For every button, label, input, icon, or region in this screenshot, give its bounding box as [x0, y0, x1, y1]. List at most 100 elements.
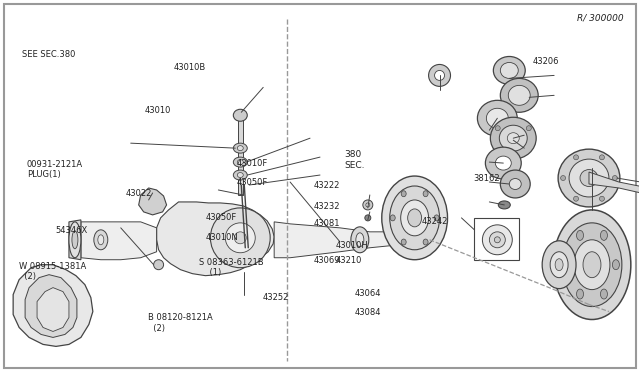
Ellipse shape — [553, 210, 631, 320]
Ellipse shape — [234, 143, 247, 153]
Ellipse shape — [429, 64, 451, 86]
Ellipse shape — [225, 223, 255, 253]
Ellipse shape — [423, 239, 428, 245]
Ellipse shape — [237, 160, 243, 164]
Text: B 08120-8121A
  (2): B 08120-8121A (2) — [148, 314, 212, 333]
Text: 43069: 43069 — [314, 256, 340, 264]
Ellipse shape — [363, 200, 373, 210]
Ellipse shape — [542, 241, 576, 289]
Polygon shape — [157, 202, 274, 276]
Ellipse shape — [237, 146, 243, 151]
Ellipse shape — [490, 232, 506, 248]
Ellipse shape — [555, 259, 563, 271]
Polygon shape — [81, 222, 157, 260]
Ellipse shape — [493, 57, 525, 84]
Text: 43222: 43222 — [314, 182, 340, 190]
Text: 43252: 43252 — [262, 293, 289, 302]
Ellipse shape — [564, 260, 572, 270]
Ellipse shape — [500, 62, 518, 78]
Ellipse shape — [583, 252, 601, 278]
Ellipse shape — [580, 170, 598, 186]
Ellipse shape — [434, 215, 439, 221]
Ellipse shape — [382, 176, 447, 260]
Text: 00931-2121A
PLUG(1): 00931-2121A PLUG(1) — [27, 160, 83, 179]
Ellipse shape — [499, 125, 527, 151]
Ellipse shape — [558, 149, 620, 207]
Ellipse shape — [612, 260, 620, 270]
Ellipse shape — [423, 191, 428, 197]
Ellipse shape — [569, 159, 609, 197]
Ellipse shape — [526, 126, 531, 131]
Ellipse shape — [483, 225, 512, 255]
Ellipse shape — [365, 215, 371, 221]
Text: 43050F: 43050F — [237, 178, 268, 187]
Text: SEE SEC.380: SEE SEC.380 — [22, 50, 76, 59]
Ellipse shape — [435, 70, 445, 80]
Text: 43081: 43081 — [314, 219, 340, 228]
Text: 380
SEC.: 380 SEC. — [344, 150, 365, 170]
Ellipse shape — [356, 233, 364, 247]
Ellipse shape — [154, 260, 164, 270]
Ellipse shape — [550, 252, 568, 278]
Polygon shape — [69, 220, 81, 260]
Polygon shape — [139, 188, 166, 215]
Text: 43022: 43022 — [125, 189, 152, 198]
Ellipse shape — [390, 215, 396, 221]
Ellipse shape — [495, 126, 500, 131]
Ellipse shape — [573, 155, 579, 160]
Text: S 08363-6121B
    (1): S 08363-6121B (1) — [199, 258, 264, 277]
Ellipse shape — [600, 196, 604, 201]
Ellipse shape — [577, 289, 584, 299]
Ellipse shape — [509, 179, 521, 189]
Text: 43010N: 43010N — [205, 233, 238, 243]
Ellipse shape — [577, 230, 584, 240]
Ellipse shape — [486, 108, 508, 128]
Ellipse shape — [401, 191, 406, 197]
Ellipse shape — [98, 235, 104, 245]
Ellipse shape — [495, 156, 511, 170]
Ellipse shape — [401, 239, 406, 245]
Ellipse shape — [401, 200, 429, 236]
Ellipse shape — [94, 230, 108, 250]
Ellipse shape — [234, 170, 247, 180]
Polygon shape — [37, 288, 69, 331]
Polygon shape — [13, 265, 93, 346]
Ellipse shape — [237, 173, 243, 177]
Text: 43064: 43064 — [355, 289, 381, 298]
Ellipse shape — [69, 222, 81, 258]
Polygon shape — [25, 275, 77, 337]
Ellipse shape — [508, 133, 519, 144]
Text: 43242: 43242 — [422, 217, 449, 226]
Ellipse shape — [499, 201, 510, 209]
Ellipse shape — [500, 78, 538, 112]
Ellipse shape — [366, 203, 370, 207]
Ellipse shape — [508, 86, 530, 105]
Ellipse shape — [574, 240, 610, 290]
FancyBboxPatch shape — [474, 218, 519, 260]
Text: W 08915-1381A
  (2): W 08915-1381A (2) — [19, 262, 86, 281]
Ellipse shape — [600, 230, 607, 240]
Ellipse shape — [573, 196, 579, 201]
Text: 43010H: 43010H — [336, 241, 369, 250]
Ellipse shape — [600, 289, 607, 299]
Text: 38162: 38162 — [473, 174, 500, 183]
Ellipse shape — [234, 109, 247, 121]
Ellipse shape — [390, 186, 440, 250]
Text: R/ 300000: R/ 300000 — [577, 13, 624, 22]
Polygon shape — [238, 110, 243, 195]
Text: 43010: 43010 — [144, 106, 171, 115]
Ellipse shape — [485, 147, 521, 179]
Ellipse shape — [600, 155, 604, 160]
Text: 43210: 43210 — [336, 256, 362, 264]
Ellipse shape — [72, 231, 78, 249]
Text: 43084: 43084 — [355, 308, 381, 317]
Text: 43206: 43206 — [533, 57, 559, 66]
Ellipse shape — [490, 117, 536, 159]
Ellipse shape — [612, 176, 618, 180]
Ellipse shape — [477, 100, 517, 136]
Ellipse shape — [562, 223, 622, 307]
Ellipse shape — [234, 232, 246, 244]
Text: 43010B: 43010B — [173, 63, 205, 72]
Polygon shape — [589, 172, 640, 232]
Ellipse shape — [234, 157, 247, 167]
